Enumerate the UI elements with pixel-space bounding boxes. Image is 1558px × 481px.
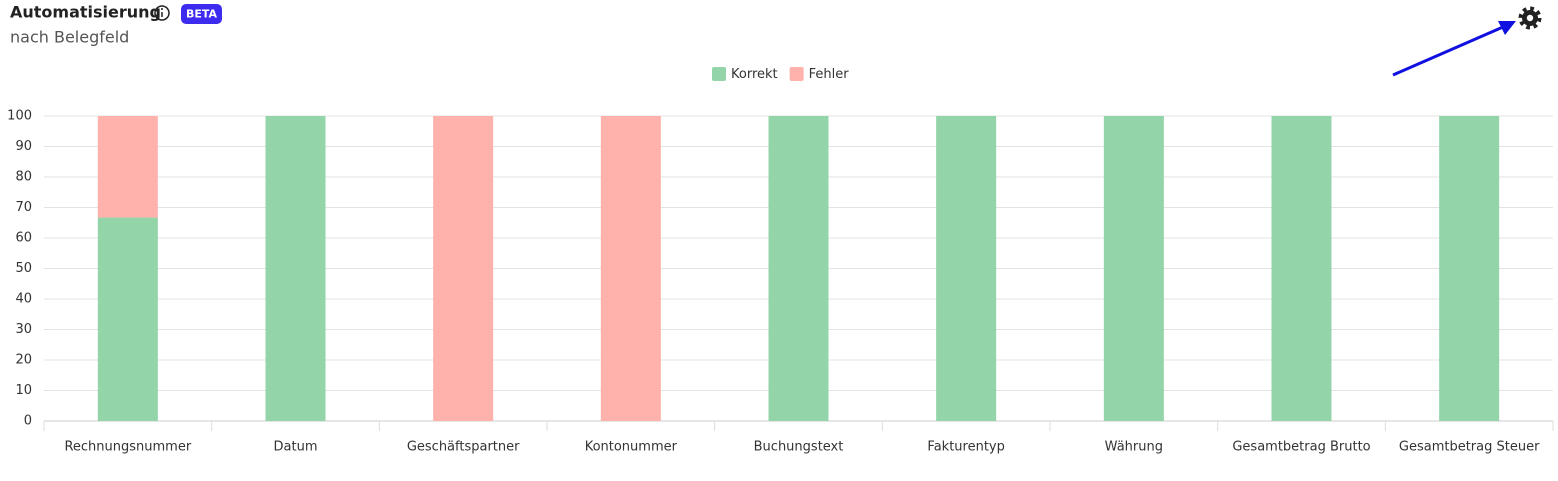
x-tick-label: Datum [274, 440, 318, 455]
legend-label: Korrekt [731, 67, 778, 82]
bar-segment [936, 116, 997, 421]
info-icon[interactable] [154, 5, 170, 21]
y-tick-label: 40 [15, 292, 32, 307]
chart-subtitle: nach Belegfeld [10, 28, 129, 47]
y-tick-label: 50 [15, 261, 32, 276]
y-tick-label: 0 [24, 414, 32, 429]
badge-text: BETA [186, 8, 218, 21]
bar-segment [1271, 116, 1332, 421]
y-tick-label: 90 [15, 139, 32, 154]
y-tick-label: 80 [15, 170, 32, 185]
x-tick-label: Fakturentyp [927, 440, 1004, 455]
y-tick-label: 10 [15, 383, 32, 398]
bar-segment [97, 217, 158, 421]
x-tick-label: Kontonummer [585, 440, 678, 455]
chart-title: Automatisierung [10, 3, 161, 22]
y-tick-label: 20 [15, 353, 32, 368]
settings-icon[interactable] [1518, 6, 1542, 30]
bar-segment [1103, 116, 1164, 421]
legend-label: Fehler [809, 67, 850, 82]
x-tick-label: Gesamtbetrag Steuer [1399, 440, 1540, 455]
x-tick-label: Geschäftspartner [407, 440, 520, 455]
y-tick-label: 30 [15, 322, 32, 337]
y-tick-label: 100 [7, 109, 32, 124]
beta-badge [181, 4, 222, 24]
bar-segment [768, 116, 829, 421]
bar-segment [433, 116, 494, 421]
legend-swatch [712, 67, 726, 81]
bar-segment [600, 116, 661, 421]
bar-segment [265, 116, 326, 421]
x-tick-label: Währung [1105, 440, 1163, 455]
x-tick-label: Buchungstext [754, 440, 844, 455]
bar-segment [1439, 116, 1500, 421]
y-tick-label: 60 [15, 231, 32, 246]
legend-swatch [789, 67, 804, 81]
annotation-arrow [1392, 21, 1516, 77]
x-tick-label: Rechnungsnummer [64, 440, 191, 455]
bar-segment [97, 116, 158, 218]
y-tick-label: 70 [15, 200, 32, 215]
x-tick-label: Gesamtbetrag Brutto [1232, 440, 1370, 455]
